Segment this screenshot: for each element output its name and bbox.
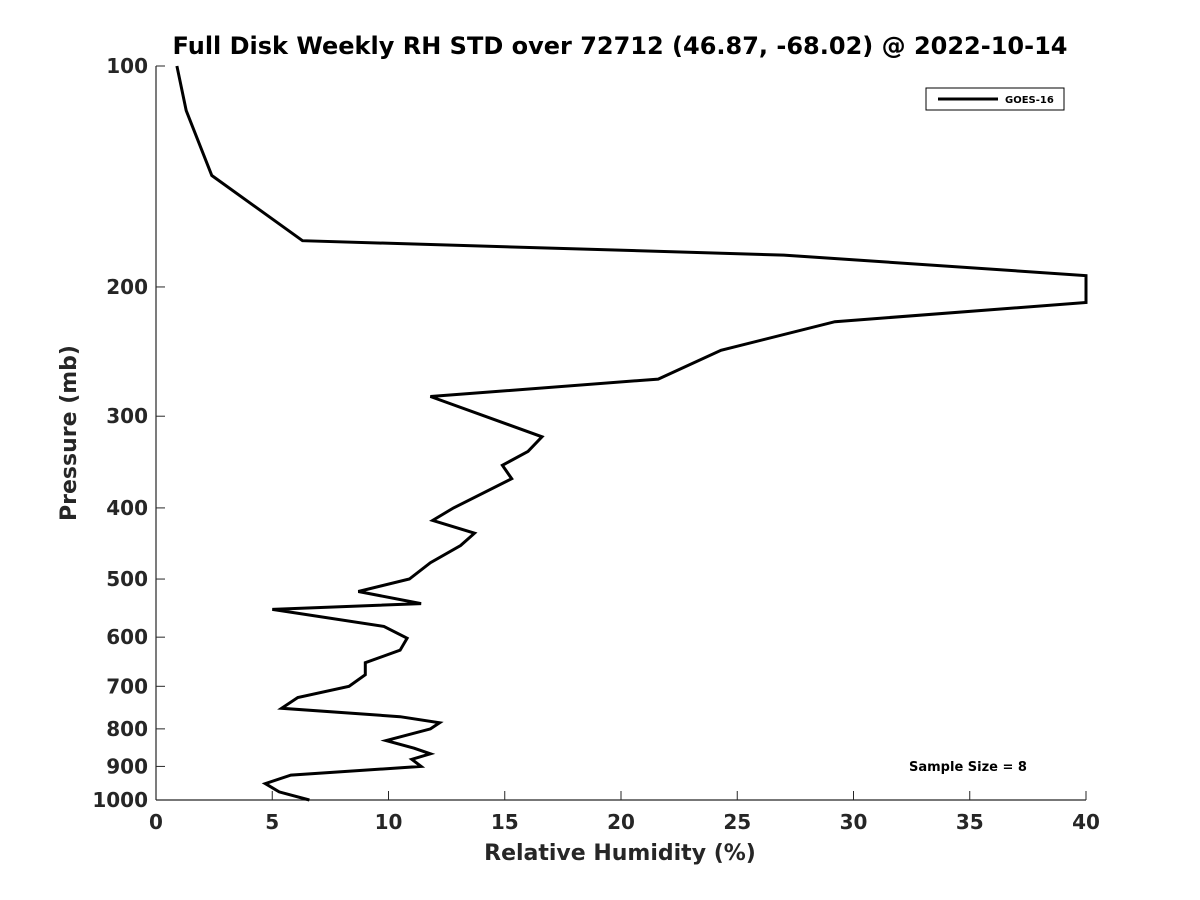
x-tick-label: 5 — [265, 810, 279, 834]
y-tick-label: 400 — [106, 496, 148, 520]
x-tick-label: 25 — [723, 810, 751, 834]
y-axis-label: Pressure (mb) — [57, 345, 82, 521]
x-tick-label: 15 — [491, 810, 519, 834]
y-tick-label: 700 — [106, 674, 148, 698]
y-tick-label: 1000 — [92, 788, 148, 812]
y-tick-label: 600 — [106, 625, 148, 649]
x-tick-label: 40 — [1072, 810, 1100, 834]
y-tick-label: 500 — [106, 567, 148, 591]
chart-title: Full Disk Weekly RH STD over 72712 (46.8… — [173, 32, 1068, 60]
axes: 0 5 10 15 20 25 30 35 40 100 200 300 400 500 600 700 800… — [92, 54, 1100, 834]
y-tick-label: 200 — [106, 275, 148, 299]
legend-label-goes-16: GOES-16 — [1005, 95, 1054, 106]
y-tick-label: 100 — [106, 54, 148, 78]
x-tick-label: 10 — [375, 810, 403, 834]
x-tick-label: 30 — [840, 810, 868, 834]
series-layer — [175, 65, 1088, 802]
x-tick-label: 35 — [956, 810, 984, 834]
y-tick-label: 300 — [106, 404, 148, 428]
sample-size-annotation: Sample Size = 8 — [909, 760, 1027, 775]
legend: GOES-16 — [925, 87, 1065, 111]
y-tick-label: 900 — [106, 754, 148, 778]
x-tick-label: 0 — [149, 810, 163, 834]
x-tick-label: 20 — [607, 810, 635, 834]
y-tick-label: 800 — [106, 717, 148, 741]
series-line-goes-16 — [175, 65, 1088, 802]
x-axis-label: Relative Humidity (%) — [484, 841, 756, 866]
